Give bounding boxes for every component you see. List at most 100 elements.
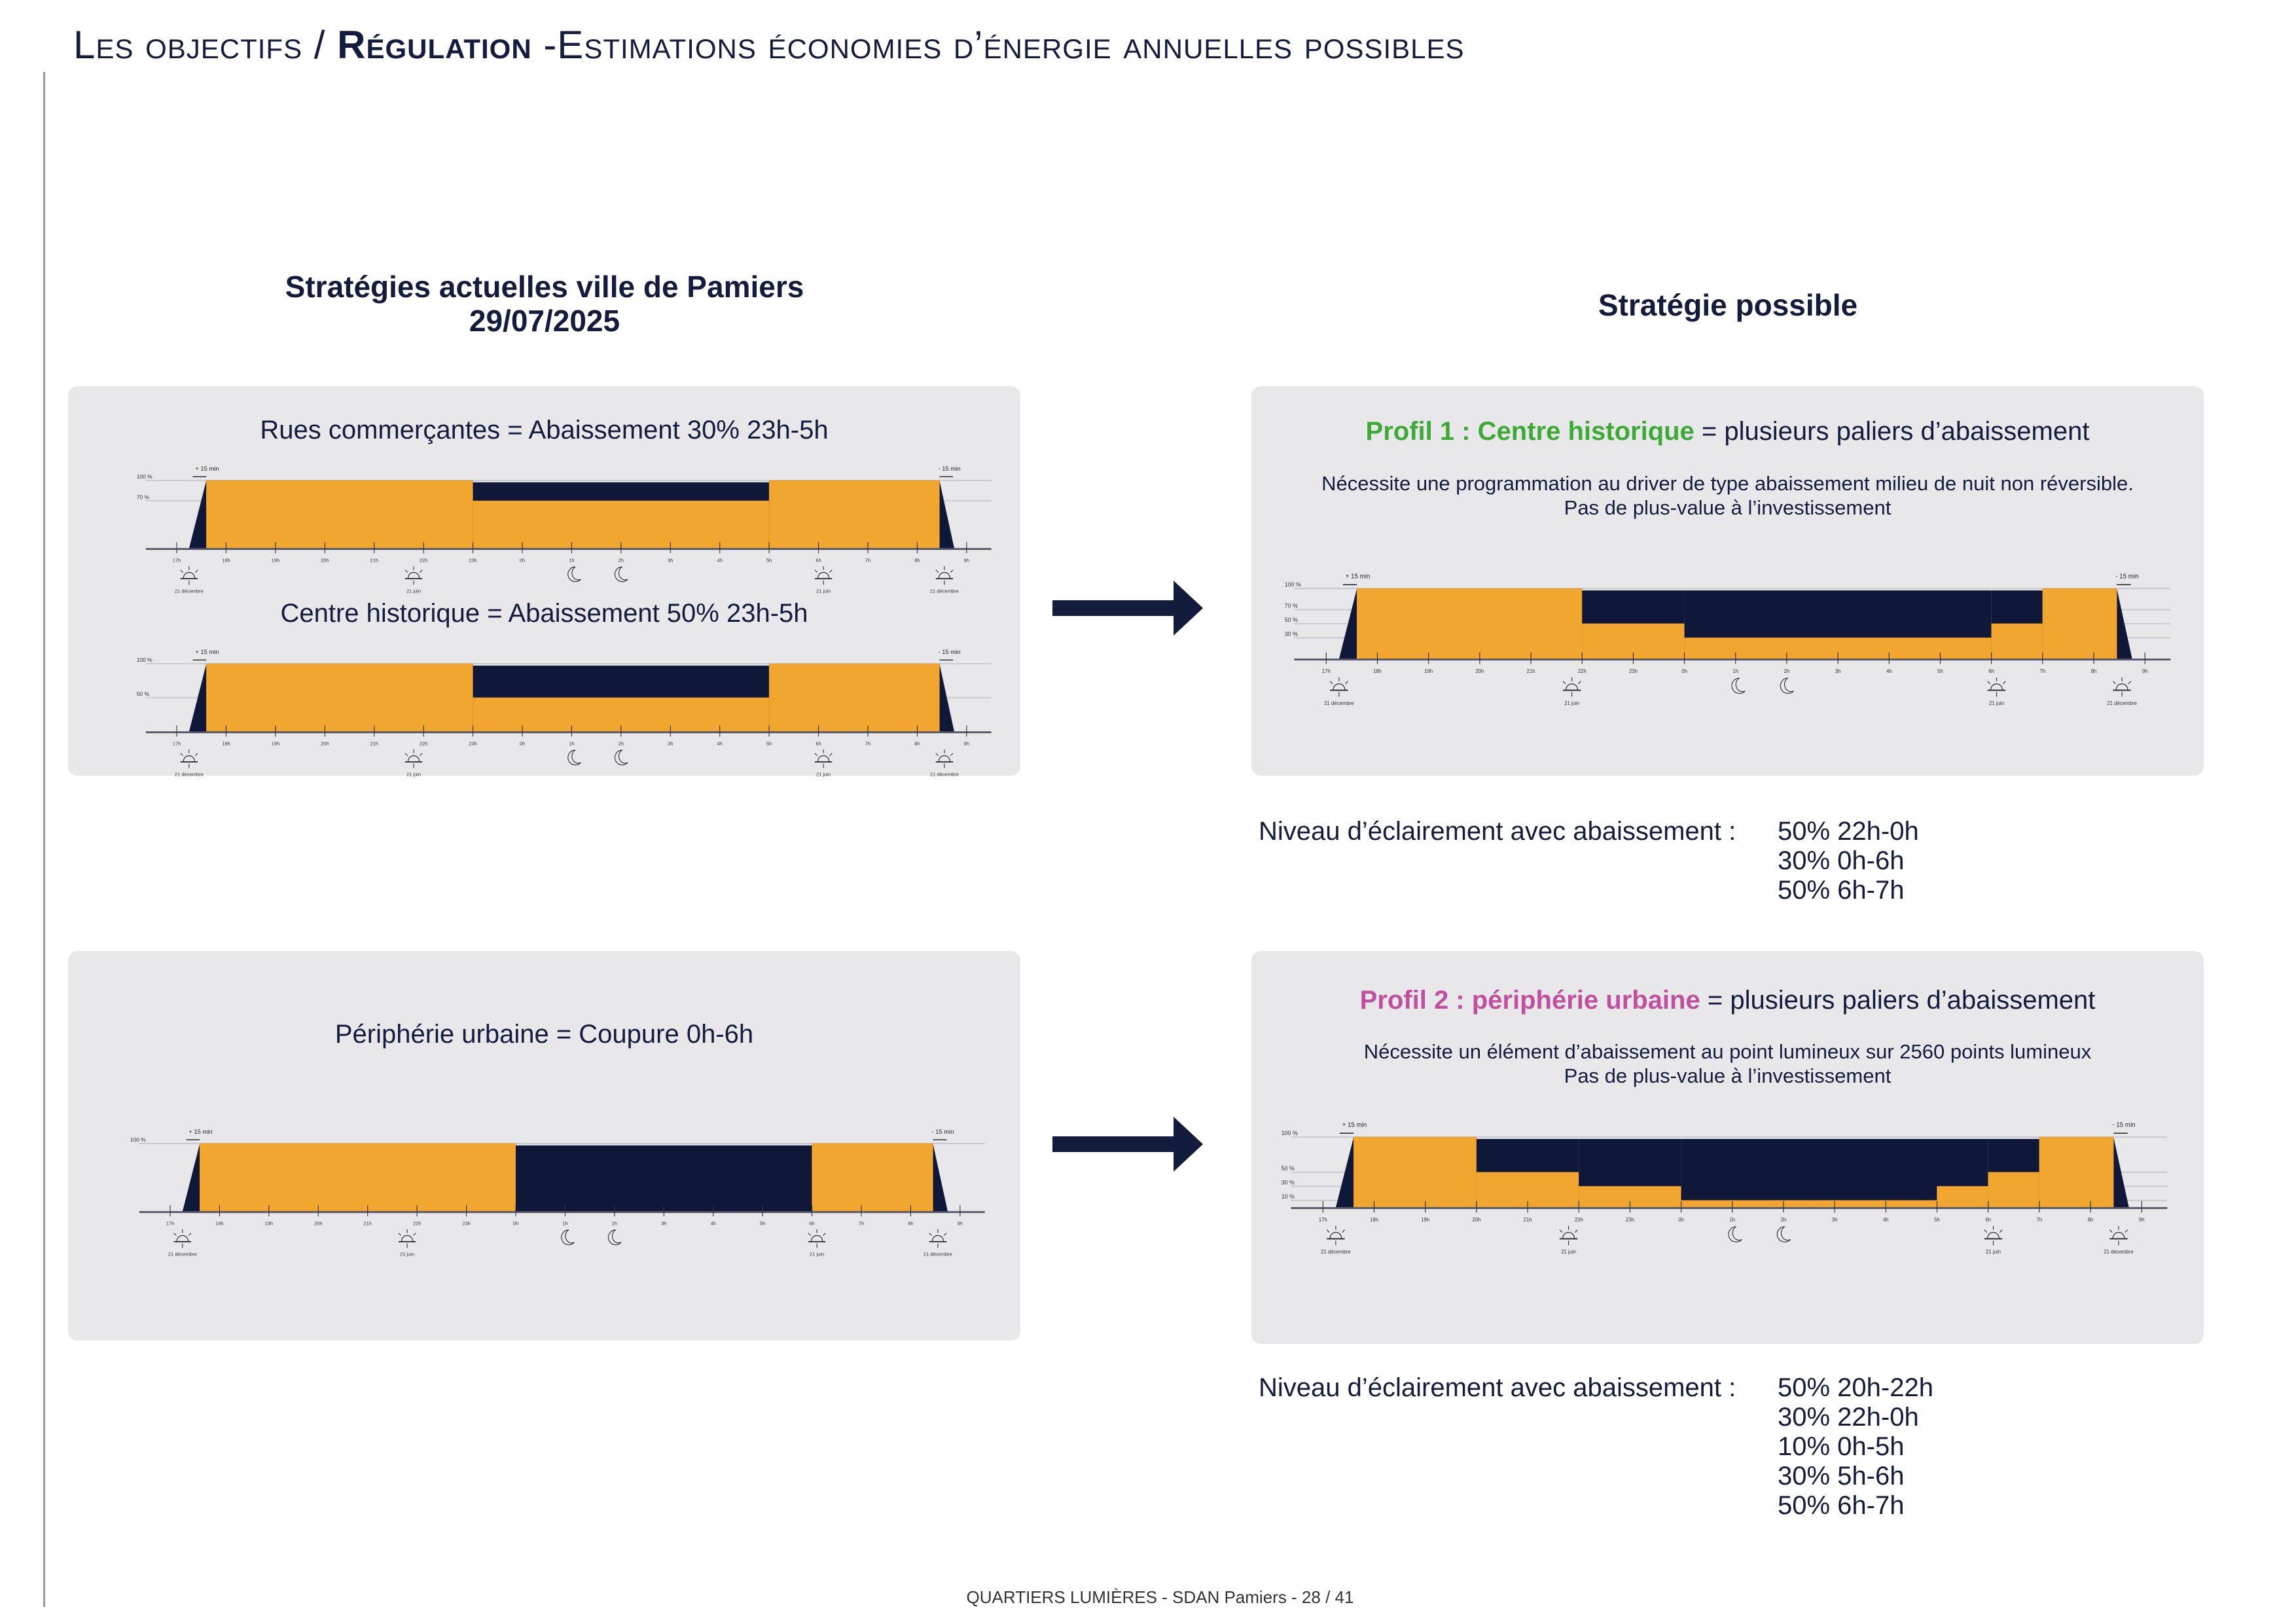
page-title: Les objectifs / Régulation -Estimations … [73, 22, 1465, 67]
y-tick-label: 100 % [1285, 581, 1301, 588]
sunset-icon [1562, 677, 1581, 697]
x-tick-label: 8h [2088, 1217, 2094, 1223]
x-tick-label: 7h [859, 1220, 864, 1226]
sunrise-icon [814, 566, 833, 585]
ramp-up [188, 664, 207, 732]
chart-title-rues: Rues commerçantes = Abaissement 30% 23h-… [260, 416, 829, 444]
x-tick-label: 23h [469, 557, 477, 563]
x-tick-label: 19h [1424, 668, 1433, 674]
level-item: 30% 22h-0h [1778, 1403, 1919, 1432]
x-tick-label: 5h [766, 740, 772, 746]
x-tick-label: 9h [964, 557, 969, 563]
profile2-title: Profil 2 : périphérie urbaine = plusieur… [1251, 986, 2204, 1015]
x-tick-label: 21h [1527, 668, 1535, 674]
sun-date-label: 21 juin [816, 588, 831, 594]
saved-energy-bar [1991, 590, 2043, 624]
x-tick-label: 3h [668, 557, 673, 563]
x-tick-label: 5h [1934, 1217, 1940, 1223]
y-tick-label: 30 % [1282, 1179, 1295, 1185]
sun-date-label: 21 décembre [2107, 700, 2137, 706]
lighting-level-bar [812, 1143, 933, 1212]
level-item: 50% 22h-0h [1778, 817, 1919, 846]
saved-energy-bar [1582, 590, 1685, 624]
x-tick-label: 17h [1322, 668, 1331, 674]
lighting-level-bar [1937, 1186, 1988, 1208]
sun-date-label: 21 juin [406, 772, 421, 778]
x-tick-label: 6h [1988, 668, 1994, 674]
chart-profile1: 100 % 70 % 50 % 30 % + 15 min - 15 min 17h 18h 1… [1285, 573, 2171, 706]
ramp-down [939, 480, 954, 549]
x-tick-label: 8h [908, 1220, 913, 1226]
sunrise-icon [1984, 1225, 2003, 1246]
x-tick-label: 3h [1835, 668, 1841, 674]
chart-profile2: 100 % 50 % 30 % 10 % + 15 min - 15 min 17h 18h 1… [1282, 1121, 2168, 1255]
saved-energy-bar [473, 482, 770, 501]
ramp-down [2117, 588, 2132, 659]
profile2-name: Profil 2 : périphérie urbaine [1359, 986, 1700, 1015]
saved-energy-bar [1476, 1139, 1579, 1172]
x-tick-label: 23h [1629, 668, 1638, 674]
lighting-level-bar [1991, 623, 2043, 659]
x-tick-label: 0h [520, 740, 525, 746]
x-tick-label: 19h [272, 740, 280, 746]
y-tick-label: 100 % [1282, 1130, 1298, 1136]
x-tick-label: 21h [363, 1220, 372, 1226]
end-note: - 15 min [931, 1128, 954, 1135]
x-tick-label: 17h [173, 740, 181, 746]
x-tick-label: 5h [766, 557, 772, 563]
profile1-panel: Profil 1 : Centre historique = plusieurs… [1251, 386, 2204, 776]
profile1-title-rest: = plusieurs paliers d’abaissement [1694, 417, 2090, 446]
x-tick-label: 4h [1886, 668, 1892, 674]
x-tick-label: 2h [612, 1220, 617, 1226]
sunrise-icon [935, 749, 954, 768]
y-tick-label: 50 % [1285, 617, 1298, 623]
level-item: 10% 0h-5h [1778, 1432, 1905, 1461]
profile2-note1: Nécessite un élément d’abaissement au po… [1363, 1040, 2092, 1063]
x-tick-label: 17h [1319, 1217, 1327, 1223]
margin-rule [43, 72, 45, 1607]
lighting-level-bar [473, 500, 770, 549]
level-item: 50% 6h-7h [1778, 1491, 1905, 1520]
x-tick-label: 9h [2139, 1217, 2145, 1223]
x-tick-label: 8h [914, 740, 920, 746]
x-tick-label: 4h [711, 1220, 716, 1226]
x-tick-label: 21h [1524, 1217, 1532, 1223]
sunset-icon [1326, 1225, 1345, 1246]
level-item: 50% 6h-7h [1778, 876, 1905, 905]
sunrise-icon [814, 749, 833, 768]
footer: QUARTIERS LUMIÈRES - SDAN Pamiers - 28 /… [966, 1587, 1354, 1607]
sun-date-label: 21 décembre [175, 772, 204, 778]
title-rest: -Estimations économies d’énergie annuell… [531, 23, 1465, 67]
x-tick-label: 18h [222, 557, 230, 563]
x-tick-label: 21h [370, 557, 378, 563]
y-tick-label: 70 % [137, 494, 150, 500]
ramp-up [182, 1144, 200, 1212]
sunset-icon [398, 1229, 416, 1248]
x-tick-label: 6h [816, 740, 821, 746]
title-prefix: Les objectifs / [73, 23, 338, 67]
sun-date-label: 21 juin [816, 772, 831, 778]
sunset-icon [404, 566, 423, 585]
start-note: + 15 min [188, 1128, 212, 1135]
x-tick-label: 18h [1373, 668, 1382, 674]
moon-icon [1731, 677, 1746, 694]
x-tick-label: 22h [420, 740, 428, 746]
level-item: 30% 5h-6h [1778, 1462, 1905, 1490]
sunset-icon [1329, 677, 1348, 697]
chart-centre-historique: 100 % 50 % + 15 min - 15 min 17h 18h 19h 20h 21h… [137, 648, 992, 778]
sun-date-label: 21 décembre [930, 588, 959, 594]
sun-date-label: 21 décembre [2104, 1249, 2134, 1255]
x-tick-label: 6h [1985, 1217, 1991, 1223]
x-tick-label: 3h [1832, 1217, 1838, 1223]
profile2-levels-label: Niveau d’éclairement avec abaissement : [1259, 1373, 1736, 1402]
lighting-level-bar [1353, 1136, 1477, 1208]
saved-energy-bar [473, 665, 770, 698]
left-heading-line1: Stratégies actuelles ville de Pamiers [285, 270, 804, 304]
x-tick-label: 18h [1370, 1217, 1378, 1223]
lighting-level-bar [768, 663, 940, 732]
profile1-note1: Nécessite une programmation au driver de… [1321, 472, 2134, 495]
saved-energy-bar [1937, 1139, 1988, 1187]
x-tick-label: 3h [661, 1220, 666, 1226]
x-tick-label: 3h [668, 740, 673, 746]
y-tick-label: 50 % [137, 691, 150, 697]
